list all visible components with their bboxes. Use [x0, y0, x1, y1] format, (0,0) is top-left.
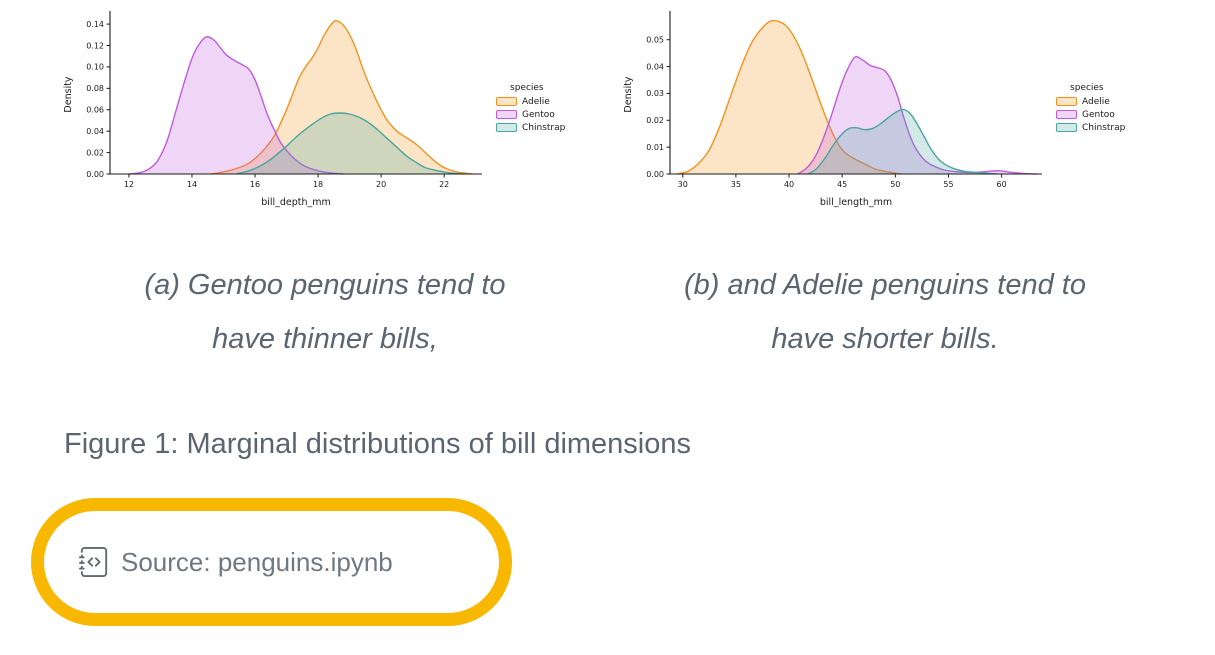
x-axis-label: bill_depth_mm	[261, 197, 331, 208]
x-tick-label: 22	[439, 180, 449, 189]
x-tick-label: 55	[943, 180, 953, 189]
y-tick-label: 0.00	[646, 170, 664, 179]
legend-title: species	[1070, 82, 1104, 93]
density-chart-bill-length: 30 35 40 45 50 55 60 0.00 0.01 0.02 0.03 0.04 0.05 bi…	[623, 11, 1042, 208]
subfigure-a-caption: (a) Gentoo penguins tend to have thinner…	[60, 258, 590, 366]
y-tick-label: 0.08	[86, 84, 104, 93]
y-tick-label: 0.00	[86, 170, 104, 179]
legend-item-gentoo: Gentoo	[1056, 110, 1125, 120]
legend-label: Adelie	[522, 96, 550, 107]
x-axis-label: bill_length_mm	[820, 197, 892, 208]
y-axis-label: Density	[623, 76, 634, 112]
y-tick-label: 0.04	[646, 62, 664, 71]
kde-area-chinstrap	[808, 109, 997, 174]
x-tick-label: 20	[376, 180, 386, 189]
journal-code-icon	[79, 546, 109, 578]
kde-area-gentoo	[797, 56, 1037, 174]
kde-line-chinstrap	[235, 112, 464, 175]
caption-a-line1: (a) Gentoo penguins tend to	[144, 269, 506, 301]
kde-line-adelie	[210, 20, 473, 175]
y-tick-label: 0.05	[646, 36, 664, 45]
x-tick-label: 40	[784, 180, 794, 189]
x-tick-label: 12	[124, 180, 134, 189]
legend-item-adelie: Adelie	[1056, 97, 1125, 107]
legend-label: Gentoo	[1082, 109, 1115, 120]
x-tick-label: 60	[997, 180, 1007, 189]
x-tick-label: 14	[187, 180, 197, 189]
legend-item-chinstrap: Chinstrap	[1056, 123, 1125, 133]
legend-label: Chinstrap	[522, 122, 566, 133]
source-annotation-highlight: Source: penguins.ipynb	[31, 498, 512, 626]
legend-swatch	[496, 97, 517, 106]
x-tick-label: 16	[250, 180, 260, 189]
y-tick-label: 0.12	[86, 41, 104, 50]
y-tick-label: 0.10	[86, 63, 104, 72]
kde-line-chinstrap	[807, 108, 997, 175]
y-tick-label: 0.03	[646, 89, 664, 98]
figure-panel: 12 14 16 18 20 22 0.00 0.02 0.04 0.06 0.08 0.10 0.12…	[60, 5, 1150, 366]
legend-swatch	[496, 110, 517, 119]
legend-swatch	[1056, 110, 1077, 119]
y-tick-label: 0.01	[646, 143, 664, 152]
kde-line-adelie	[676, 19, 901, 175]
legend-swatch	[1056, 97, 1077, 106]
y-tick-label: 0.04	[86, 127, 104, 136]
kde-area-chinstrap	[236, 113, 464, 174]
legend-title: species	[510, 82, 544, 93]
chart-bill-depth-wrap: 12 14 16 18 20 22 0.00 0.02 0.04 0.06 0.08 0.10 0.12…	[60, 5, 590, 210]
legend-item-chinstrap: Chinstrap	[496, 123, 565, 133]
legend-item-adelie: Adelie	[496, 97, 565, 107]
density-chart-bill-depth: 12 14 16 18 20 22 0.00 0.02 0.04 0.06 0.08 0.10 0.12…	[63, 11, 482, 208]
chart-bill-length-wrap: 30 35 40 45 50 55 60 0.00 0.01 0.02 0.03 0.04 0.05 bi…	[620, 5, 1150, 210]
legend-label: Chinstrap	[1082, 122, 1126, 133]
legend-item-gentoo: Gentoo	[496, 110, 565, 120]
x-tick-label: 35	[731, 180, 741, 189]
legend-bill-depth: species Adelie Gentoo Chinstrap	[496, 83, 565, 133]
caption-b-line1: (b) and Adelie penguins tend to	[684, 269, 1086, 301]
kde-line-gentoo	[128, 36, 344, 175]
legend-label: Gentoo	[522, 109, 555, 120]
subfigure-b: 30 35 40 45 50 55 60 0.00 0.01 0.02 0.03 0.04 0.05 bi…	[620, 5, 1150, 366]
y-axis-label: Density	[63, 76, 74, 112]
x-tick-label: 18	[313, 180, 323, 189]
legend-label: Adelie	[1082, 96, 1110, 107]
x-tick-label: 30	[678, 180, 688, 189]
source-notebook-link[interactable]: Source: penguins.ipynb	[121, 546, 393, 577]
kde-line-gentoo	[797, 56, 1037, 175]
legend-bill-length: species Adelie Gentoo Chinstrap	[1056, 83, 1125, 133]
kde-area-adelie	[676, 20, 901, 174]
x-tick-label: 50	[890, 180, 900, 189]
y-tick-label: 0.14	[86, 20, 104, 29]
caption-b-line2: have shorter bills.	[771, 323, 999, 355]
figure-caption-title: Figure 1: Marginal distributions of bill…	[64, 428, 692, 460]
legend-swatch	[496, 123, 517, 132]
y-tick-label: 0.02	[86, 148, 104, 157]
subfigure-b-caption: (b) and Adelie penguins tend to have sho…	[620, 258, 1150, 366]
y-tick-label: 0.06	[86, 106, 104, 115]
y-tick-label: 0.02	[646, 116, 664, 125]
caption-a-line2: have thinner bills,	[212, 323, 438, 355]
legend-swatch	[1056, 123, 1077, 132]
x-tick-label: 45	[837, 180, 847, 189]
subfigure-a: 12 14 16 18 20 22 0.00 0.02 0.04 0.06 0.08 0.10 0.12…	[60, 5, 590, 366]
kde-area-gentoo	[128, 36, 344, 174]
